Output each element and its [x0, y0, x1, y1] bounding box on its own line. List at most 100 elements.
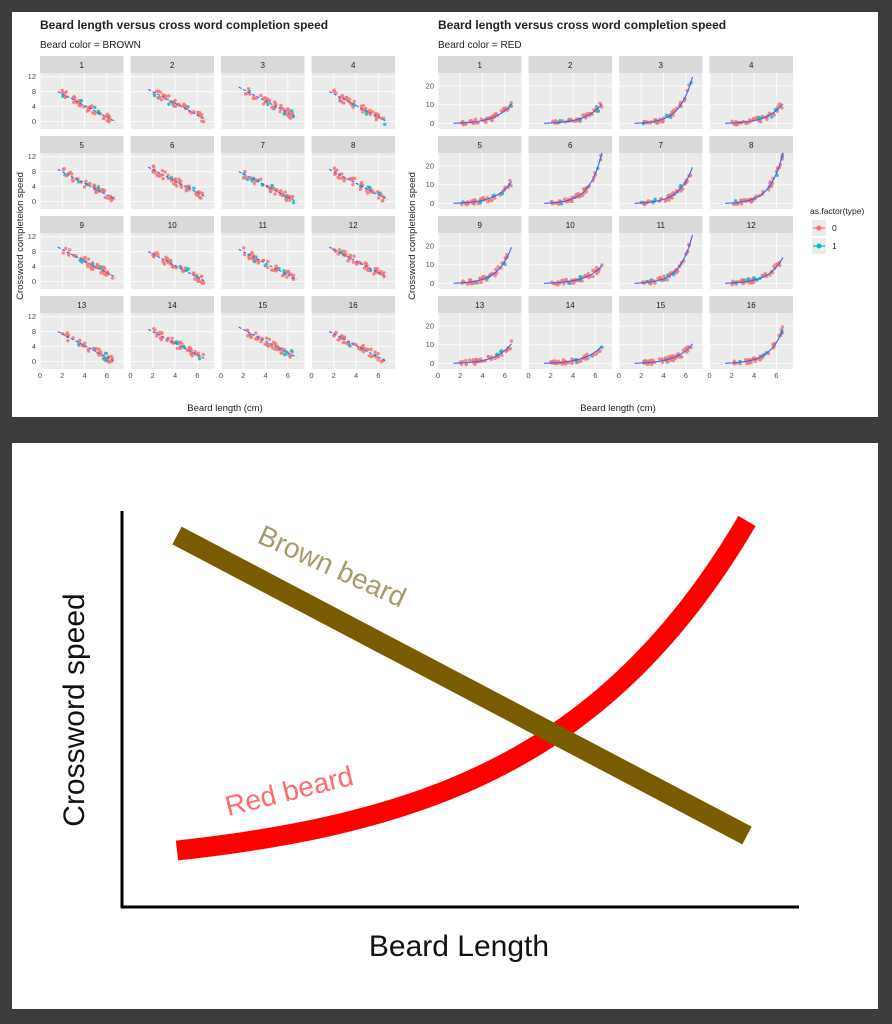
- red-data-point: [560, 362, 565, 366]
- brown-data-point: [97, 353, 101, 357]
- brown-x-tick-label: 0: [128, 371, 132, 380]
- red-fit-line: [634, 343, 693, 364]
- brown-data-point: [336, 338, 340, 342]
- brown-data-point: [247, 255, 251, 259]
- brown-data-point: [376, 196, 381, 200]
- red-x-tick-label: 0: [707, 371, 711, 380]
- red-data-point: [739, 202, 744, 206]
- brown-data-point: [243, 169, 247, 174]
- brown-data-point: [196, 110, 200, 115]
- red-data-point: [557, 202, 561, 206]
- brown-data-point: [287, 115, 292, 119]
- red-x-tick-label: 2: [458, 371, 462, 380]
- red-facet-label: 12: [747, 221, 756, 230]
- brown-data-point: [101, 116, 106, 121]
- red-facet-label: 5: [478, 141, 483, 150]
- brown-data-point: [151, 170, 155, 174]
- red-facet-strip: [528, 56, 612, 73]
- brown-data-point: [162, 93, 167, 97]
- brown-facet-label: 10: [168, 221, 177, 230]
- brown-x-tick-label: 2: [332, 371, 336, 380]
- red-data-point: [570, 361, 574, 365]
- red-facet-3: 3: [618, 56, 703, 129]
- red-facet-5: 5 0 10 20: [426, 136, 522, 209]
- brown-data-point: [383, 122, 387, 126]
- brown-data-point: [163, 96, 167, 101]
- brown-facet-strip: [130, 216, 214, 233]
- brown-data-point: [178, 340, 182, 344]
- red-facet-strip: [709, 296, 793, 313]
- brown-y-tick-label: 8: [32, 87, 36, 96]
- red-facet-label: 11: [657, 221, 666, 230]
- brown-data-point: [72, 95, 77, 99]
- red-data-point: [499, 349, 503, 353]
- red-data-point: [476, 281, 480, 285]
- brown-data-point: [177, 180, 181, 184]
- brown-facet-plot: [130, 73, 214, 129]
- red-data-point: [780, 106, 784, 110]
- brown-data-point: [167, 102, 171, 106]
- brown-data-point: [283, 190, 287, 194]
- brown-data-point: [181, 344, 186, 349]
- red-data-point: [509, 339, 514, 343]
- brown-facet-strip: [130, 296, 214, 313]
- brown-facet-strip: [221, 216, 305, 233]
- facet-charts-panel: Beard length versus cross word completio…: [12, 12, 878, 417]
- brown-data-point: [337, 176, 341, 180]
- red-fit-line: [725, 257, 784, 284]
- brown-data-point: [272, 100, 277, 104]
- red-facet-strip: [438, 56, 522, 73]
- red-data-point: [585, 352, 589, 357]
- brown-data-point: [290, 111, 295, 116]
- brown-x-tick-label: 6: [105, 371, 109, 380]
- red-fit-line: [725, 103, 784, 124]
- brown-data-point: [90, 111, 95, 115]
- brown-data-point: [259, 339, 263, 344]
- brown-fit-line: [57, 168, 116, 200]
- brown-facet-13: 13 0 4 8 12 0 2 4 6: [28, 296, 124, 380]
- brown-data-point: [151, 255, 156, 259]
- red-data-point: [486, 355, 491, 359]
- red-data-point: [735, 202, 740, 206]
- brown-data-point: [107, 114, 111, 118]
- brown-facet-label: 12: [349, 221, 358, 230]
- red-data-point: [660, 357, 664, 361]
- brown-data-point: [170, 336, 174, 341]
- brown-facet-strip: [40, 136, 124, 153]
- red-facet-strip: [709, 216, 793, 233]
- red-y-tick-label: 20: [426, 82, 434, 91]
- red-data-point: [464, 122, 468, 126]
- brown-data-point: [82, 185, 87, 189]
- brown-facet-label: 3: [261, 61, 266, 70]
- brown-data-point: [332, 166, 337, 170]
- brown-facet-label: 4: [351, 61, 356, 70]
- red-facet-label: 2: [568, 61, 573, 70]
- brown-y-tick-label: 0: [32, 357, 36, 366]
- red-data-point: [551, 119, 555, 124]
- brown-data-point: [280, 273, 285, 278]
- brown-data-point: [351, 260, 356, 264]
- brown-data-point: [166, 173, 170, 177]
- red-x-tick-label: 2: [549, 371, 553, 380]
- red-data-point: [586, 356, 590, 360]
- brown-data-point: [155, 173, 159, 177]
- brown-y-tick-label: 4: [32, 262, 36, 271]
- brown-facet-11: 11: [220, 216, 305, 289]
- red-data-point: [758, 119, 763, 124]
- brown-x-tick-label: 0: [309, 371, 313, 380]
- red-fit-line: [544, 265, 603, 284]
- brown-data-point: [359, 180, 364, 185]
- brown-facet-strip: [130, 136, 214, 153]
- brown-data-point: [161, 176, 165, 181]
- brown-data-point: [199, 274, 203, 279]
- red-data-point: [730, 283, 734, 287]
- red-facet-label: 6: [568, 141, 573, 150]
- red-data-point: [752, 276, 756, 280]
- brown-x-tick-label: 6: [286, 371, 290, 380]
- brown-data-point: [93, 105, 97, 110]
- red-y-tick-label: 10: [426, 340, 434, 349]
- red-data-point: [490, 118, 494, 123]
- brown-data-point: [169, 175, 174, 180]
- brown-fit-line: [238, 86, 297, 118]
